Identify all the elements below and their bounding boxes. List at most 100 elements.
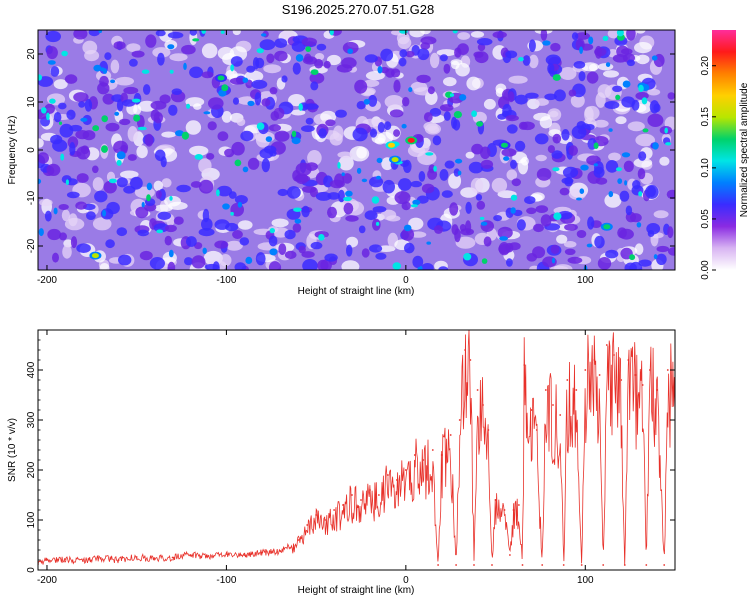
snr-point [342,504,344,506]
heatmap-cell [626,30,636,41]
heatmap-cell [465,220,472,234]
heatmap-cell [588,36,594,45]
snr-point [512,509,515,511]
line-series-group [38,330,675,566]
heatmap-cell [528,39,536,52]
heatmap-cell [525,92,539,99]
heatmap-cell [511,178,521,187]
heatmap-low-cell [327,54,341,66]
heatmap-cell [665,142,672,146]
heatmap-cell [576,230,587,238]
heatmap-cell [514,94,528,105]
heatmap-cell [38,228,44,237]
snr-point [566,379,569,381]
snr-point [530,409,533,411]
heatmap-cell [46,163,61,176]
snr-point [645,564,648,566]
heatmap-low-cell [169,53,188,62]
heatmap-cell [564,248,576,255]
y-tick-label: 400 [26,361,37,378]
heatmap-low-cell [597,63,614,71]
heatmap-cell [86,211,96,221]
heatmap-cell [501,148,517,157]
heatmap-cell [585,124,595,131]
snr-point [518,504,520,506]
heatmap-cell [390,68,401,78]
heatmap-cell [439,104,454,112]
colorbar-gradient [712,30,736,270]
snr-point [315,514,317,516]
heatmap-cell [305,46,312,52]
heatmap-cell [571,125,587,139]
heatmap-cell [230,211,234,216]
heatmap-cell [203,111,211,115]
heatmap-cell [434,225,443,234]
heatmap-cell [153,112,163,124]
heatmap-cell [58,121,63,125]
heatmap-cell [269,248,278,256]
heatmap-cell [547,63,555,75]
heatmap-cell [137,126,147,131]
snr-point [593,359,596,361]
heatmap-cell [476,121,484,127]
heatmap-cell [232,97,240,105]
heatmap-cell [346,244,353,257]
heatmap-cell [567,256,583,264]
heatmap-cell [619,228,634,240]
heatmap-cell [167,31,184,39]
heatmap-low-cell [659,156,670,166]
heatmap-cell [423,112,433,122]
heatmap-cell [368,94,378,107]
heatmap-cell [50,134,63,145]
heatmap-cell [207,121,217,131]
heatmap-cell [116,227,128,237]
snr-point [541,564,544,566]
y-tick-label: 100 [26,511,37,528]
heatmap-cell [479,216,485,220]
heatmap-low-cell [455,236,476,249]
heatmap-cell [480,146,491,160]
heatmap-cell [232,230,243,239]
colorbar: 0.00 0.05 0.10 0.15 0.20 Normalized spectral… [700,30,750,280]
heatmap-cell [371,196,380,204]
heatmap-low-cell [483,98,496,110]
snr-point [46,559,48,561]
heatmap-cell [453,111,462,119]
snr-point [153,558,156,560]
heatmap-cell [499,236,508,241]
heatmap-cell [220,30,225,34]
heatmap-cell [542,40,551,46]
snr-point [333,509,335,511]
snr-point [494,499,497,501]
heatmap-cell [476,38,493,46]
heatmap-low-cell [593,119,609,128]
heatmap-cell [533,223,544,233]
heatmap-cell [198,228,215,237]
heatmap-cell [475,194,483,201]
heatmap-cell [471,110,477,117]
heatmap-cell [169,196,173,201]
heatmap-cell [247,157,260,170]
heatmap-cell [637,168,646,180]
heatmap-cell [480,221,488,226]
heatmap-cell [524,196,536,205]
heatmap-cell [480,159,494,169]
heatmap-cell [624,262,637,270]
heatmap-cell [278,243,287,256]
heatmap-low-cell [653,210,669,219]
heatmap-low-cell [627,121,645,132]
heatmap-low-cell [455,62,470,77]
heatmap-cell [176,184,191,193]
heatmap-cell [608,128,613,132]
snr-point [580,564,583,566]
heatmap-cell [410,204,418,208]
heatmap-cell [334,173,345,187]
heatmap-cell [361,178,368,183]
heatmap-cell [425,152,434,156]
heatmap-cell [281,75,288,83]
line-y-ticks: 0 100 200 300 400 [26,329,675,573]
heatmap-cell [47,60,56,65]
heatmap-cell [624,180,628,186]
heatmap-peak [603,224,611,230]
heatmap-cell [559,187,570,196]
